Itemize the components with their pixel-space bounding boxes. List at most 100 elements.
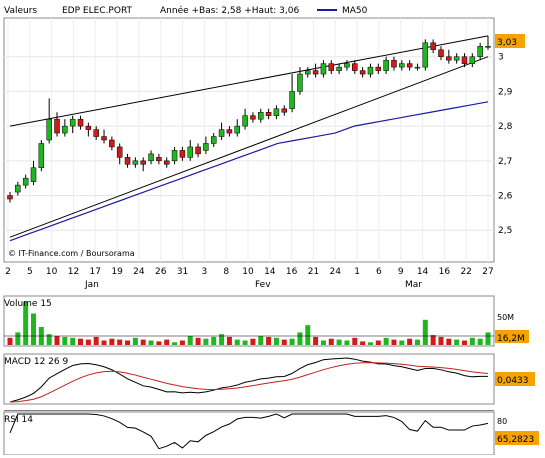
ma50-line bbox=[9, 101, 489, 242]
date-tick-label: 8 bbox=[223, 267, 229, 277]
candle-body bbox=[485, 46, 491, 48]
volume-bar bbox=[352, 337, 358, 345]
candle-body bbox=[101, 136, 107, 141]
volume-bar bbox=[367, 342, 373, 345]
candle-body bbox=[320, 63, 327, 75]
volume-bar bbox=[211, 336, 217, 345]
volume-bar bbox=[172, 342, 178, 345]
rsi-line bbox=[4, 410, 494, 450]
candle-body bbox=[30, 167, 37, 182]
candle-body bbox=[446, 56, 452, 61]
trendline bbox=[9, 35, 489, 127]
macd-line bbox=[9, 357, 489, 403]
candle-body bbox=[93, 129, 99, 137]
candle-body bbox=[156, 157, 162, 162]
candle-body bbox=[383, 59, 389, 71]
volume-bar bbox=[62, 336, 68, 345]
volume-bar bbox=[85, 339, 91, 345]
macd-signal-line bbox=[9, 362, 489, 403]
date-tick-label: 24 bbox=[330, 267, 342, 277]
candle-body bbox=[438, 49, 444, 57]
candle-body bbox=[15, 184, 21, 193]
candle-body bbox=[399, 63, 405, 68]
volume-bar bbox=[266, 336, 272, 345]
volume-bar bbox=[164, 339, 170, 345]
candle-body bbox=[148, 153, 154, 162]
candle-body bbox=[265, 111, 272, 116]
candle-body bbox=[187, 146, 193, 158]
volume-title: Volume 15 bbox=[4, 299, 52, 309]
date-tick-label: 12 bbox=[68, 267, 79, 277]
volume-bar bbox=[438, 336, 444, 345]
date-tick-label: 19 bbox=[111, 267, 123, 277]
volume-bar bbox=[54, 336, 60, 345]
price-y-tick-label: 2,7 bbox=[498, 157, 512, 167]
volume-bar bbox=[430, 335, 436, 345]
volume-bar bbox=[375, 340, 381, 345]
price-gridlines bbox=[4, 18, 494, 262]
volume-bar bbox=[101, 340, 107, 345]
candle-body bbox=[234, 125, 240, 134]
date-tick-label: 10 bbox=[46, 267, 58, 277]
volume-bar bbox=[140, 339, 146, 345]
candle-body bbox=[375, 66, 382, 71]
candle-body bbox=[305, 70, 311, 75]
volume-bar bbox=[391, 339, 397, 345]
candle-body bbox=[77, 118, 84, 127]
candle-body bbox=[422, 42, 429, 68]
date-tick-label: 14 bbox=[264, 267, 276, 277]
volume-bar bbox=[125, 340, 131, 345]
candle-body bbox=[140, 160, 146, 165]
price-y-tick-label: 3 bbox=[498, 53, 504, 63]
volume-bar bbox=[195, 337, 201, 345]
price-y-tick-label: 2,9 bbox=[498, 87, 513, 97]
candle-body bbox=[226, 129, 233, 134]
volume-bar bbox=[187, 336, 193, 345]
volume-bar bbox=[132, 337, 138, 345]
price-y-tick-label: 2,8 bbox=[498, 122, 513, 132]
date-tick-label: 16 bbox=[286, 267, 298, 277]
candle-body bbox=[336, 66, 342, 71]
volume-last-label: 16,2M bbox=[497, 334, 525, 344]
credit-text: © IT-Finance.com / Boursorama bbox=[8, 249, 135, 258]
macd-lines bbox=[9, 357, 489, 403]
volume-bar bbox=[70, 337, 76, 345]
macd-panel bbox=[3, 353, 495, 405]
candle-body bbox=[430, 42, 436, 51]
volume-bar bbox=[93, 336, 99, 345]
trendline bbox=[9, 56, 489, 238]
candle-body bbox=[344, 63, 350, 68]
candle-body bbox=[171, 150, 178, 162]
volume-bar bbox=[250, 338, 256, 345]
candle-body bbox=[367, 66, 374, 75]
month-label-mar: Mar bbox=[405, 280, 422, 290]
candle-body bbox=[124, 157, 131, 165]
volume-bar bbox=[320, 340, 326, 345]
volume-bar bbox=[344, 340, 350, 345]
rsi-panel bbox=[3, 411, 495, 456]
volume-bar bbox=[461, 340, 467, 345]
candle-body bbox=[62, 125, 68, 134]
volume-bar bbox=[454, 339, 460, 345]
rsi-polyline bbox=[9, 413, 489, 450]
candle-body bbox=[477, 46, 483, 57]
candle-body bbox=[7, 195, 13, 200]
header-symbol[interactable]: EDP ELEC.PORT bbox=[62, 6, 133, 16]
date-tick-label: 3 bbox=[201, 267, 207, 277]
rsi-last-label: 65,2823 bbox=[497, 435, 534, 445]
volume-bar bbox=[313, 336, 319, 345]
candle-body bbox=[469, 56, 476, 64]
volume-bar bbox=[31, 313, 37, 345]
volume-bar bbox=[156, 341, 162, 345]
macd-title: MACD 12 26 9 bbox=[4, 357, 68, 367]
date-tick-label: 1 bbox=[354, 267, 360, 277]
candle-body bbox=[109, 139, 115, 148]
date-tick-label: 22 bbox=[460, 267, 471, 277]
price-y-ticks: 3 2,9 2,8 2,7 2,6 2,5 bbox=[498, 53, 513, 237]
date-tick-label: 31 bbox=[177, 267, 188, 277]
candle-body bbox=[297, 73, 303, 92]
volume-bar bbox=[273, 337, 279, 345]
date-tick-label: 16 bbox=[439, 267, 451, 277]
month-label-jan: Jan bbox=[84, 280, 99, 290]
